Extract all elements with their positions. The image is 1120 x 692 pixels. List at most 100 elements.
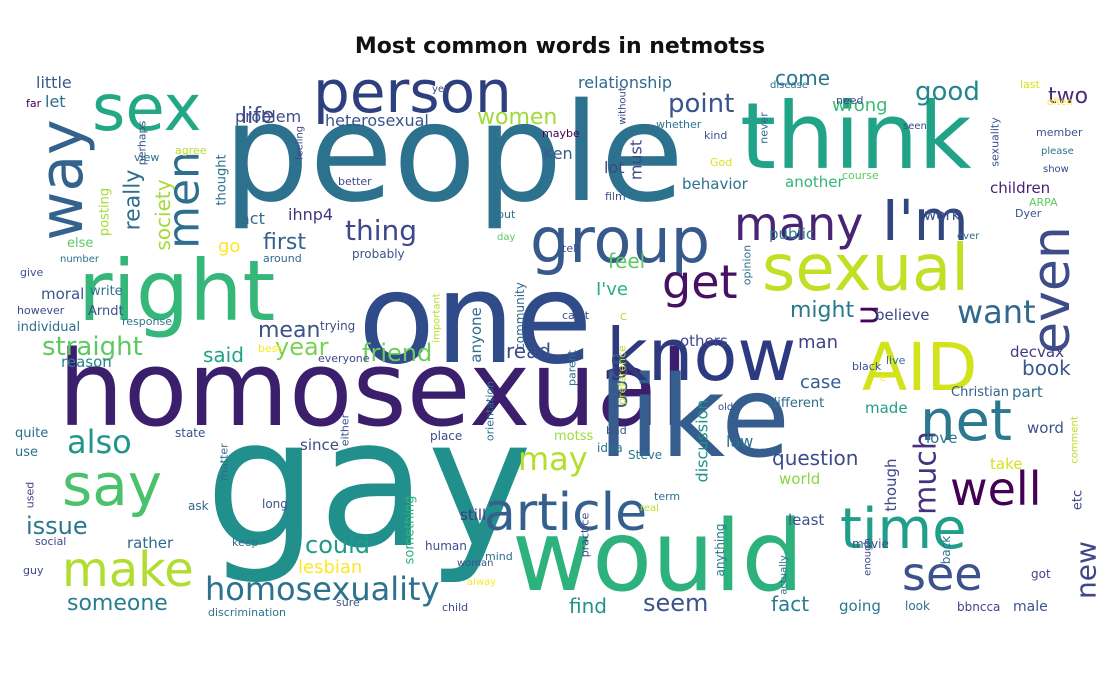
word-guy: guy xyxy=(23,564,44,577)
word-work: work xyxy=(924,206,961,224)
word-arpa: ARPA xyxy=(1029,196,1058,209)
word-social: social xyxy=(35,535,66,548)
word-way: way xyxy=(27,119,97,240)
word-anything: anything xyxy=(713,524,727,577)
word-society: society xyxy=(151,179,175,250)
word-opinion: opinion xyxy=(741,245,754,286)
word-god: God xyxy=(710,156,732,169)
word-sexual: sexual xyxy=(762,232,969,306)
word-like: like xyxy=(598,353,790,483)
word-uucp: UUCP xyxy=(608,353,632,408)
word-write: write xyxy=(90,284,123,299)
word-keep: keep xyxy=(232,536,259,549)
word-though: though xyxy=(882,458,900,511)
word-right: right xyxy=(78,242,275,340)
word-quite: quite xyxy=(15,426,48,441)
word-life: life xyxy=(241,104,275,129)
word-even: even xyxy=(1022,226,1082,354)
word-can-t: can't xyxy=(562,309,590,322)
word-thing: thing xyxy=(345,214,417,247)
word-well: well xyxy=(950,462,1041,516)
word-agree: agree xyxy=(175,144,207,157)
word-law: law xyxy=(726,432,753,451)
word-live: live xyxy=(886,354,906,367)
word-best: best xyxy=(258,342,282,355)
word-new: new xyxy=(1070,541,1103,599)
word-i-m: I'm xyxy=(882,189,968,254)
word-probably: probably xyxy=(352,247,405,261)
word-year: year xyxy=(275,333,329,361)
word-go: go xyxy=(218,236,240,257)
word-never: never xyxy=(758,112,771,144)
word-one: one xyxy=(358,245,592,392)
word-term: term xyxy=(654,490,680,503)
word-decvax: decvax xyxy=(1010,343,1064,361)
word-come: come xyxy=(775,66,830,90)
word-book: book xyxy=(1022,356,1071,380)
word-e: e xyxy=(880,373,886,384)
word-yet: yet xyxy=(432,84,448,95)
word-arndt: Arndt xyxy=(88,304,124,319)
word-human: human xyxy=(425,539,467,553)
word-c: C xyxy=(620,312,627,323)
word-put: put xyxy=(497,208,516,221)
word-however: however xyxy=(17,304,65,317)
word-good: good xyxy=(915,77,980,107)
word-ken: Ken xyxy=(543,144,573,163)
word-posting: posting xyxy=(98,188,113,236)
word-disease: disease xyxy=(770,80,808,91)
word-got: got xyxy=(1031,567,1051,581)
word-give: give xyxy=(20,266,44,279)
word-often: often xyxy=(1047,97,1073,108)
word-individual: individual xyxy=(17,320,80,335)
word-enough: enough xyxy=(863,538,874,576)
word-kind: kind xyxy=(704,129,727,142)
word-course: course xyxy=(842,169,879,182)
word-people: people xyxy=(223,75,684,233)
word-first: first xyxy=(263,230,306,255)
word-i-ve: I've xyxy=(596,279,628,300)
word-movie: movie xyxy=(852,537,889,551)
word-time: time xyxy=(840,497,967,562)
word-steve: Steve xyxy=(628,448,662,462)
word-another: another xyxy=(785,173,844,191)
word-mind: mind xyxy=(485,550,513,563)
word-trying: trying xyxy=(320,319,355,333)
word-different: different xyxy=(769,396,824,411)
word-seem: seem xyxy=(643,589,708,617)
word-practice: practice xyxy=(579,513,592,558)
word-comment: comment xyxy=(1070,416,1081,464)
word-discussion: discussion xyxy=(693,400,712,483)
word-sexuality: sexuality xyxy=(989,117,1002,167)
word-say: say xyxy=(62,451,162,519)
word-motss: motss xyxy=(554,429,593,444)
word-better: better xyxy=(338,175,372,188)
word-ever: ever xyxy=(957,231,980,242)
word-aid: AID xyxy=(862,329,977,406)
word-please: please xyxy=(1041,146,1074,157)
word-number: number xyxy=(60,254,100,265)
word-really: really xyxy=(121,170,146,231)
word-person: person xyxy=(313,58,512,126)
word-believe: believe xyxy=(875,306,929,324)
word-much: much xyxy=(909,431,944,515)
word-important: important xyxy=(432,293,443,342)
word-behavior: behavior xyxy=(682,175,749,193)
word-else: else xyxy=(67,236,93,251)
word-net: net xyxy=(920,389,1012,454)
word-use: use xyxy=(15,445,38,460)
word-alway: alway xyxy=(467,577,496,588)
word-sex: sex xyxy=(92,72,201,146)
word-find: find xyxy=(569,594,607,618)
word-ask: ask xyxy=(188,499,209,513)
word-anyone: anyone xyxy=(467,307,485,363)
word-orientation: orientation xyxy=(484,381,497,441)
word-since: since xyxy=(300,436,339,454)
word-men: men xyxy=(159,151,210,249)
word-heterosexual: heterosexual xyxy=(325,111,429,130)
word-love: love xyxy=(926,429,957,447)
word-may: may xyxy=(518,440,588,478)
word-someone: someone xyxy=(67,591,168,616)
word-etc: etc xyxy=(1071,490,1086,510)
word-discrimination: discrimination xyxy=(208,606,286,619)
